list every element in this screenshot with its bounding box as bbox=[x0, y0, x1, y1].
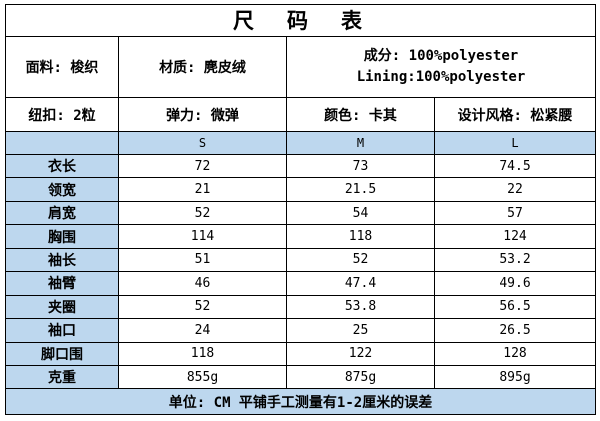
measurement-value: 49.6 bbox=[434, 271, 596, 296]
material-cell: 材质: 麂皮绒 bbox=[118, 35, 287, 98]
measurement-value: 22 bbox=[434, 177, 596, 202]
size-column-header-empty bbox=[5, 131, 119, 155]
info-row-1: 面料: 梭织 材质: 麂皮绒 成分: 100%polyester Lining:… bbox=[5, 35, 596, 98]
color-cell: 颜色: 卡其 bbox=[286, 96, 435, 133]
measurement-value: 54 bbox=[286, 200, 435, 226]
measurement-value: 24 bbox=[118, 318, 287, 343]
measurement-value: 73 bbox=[286, 153, 435, 179]
buttons-cell: 纽扣: 2粒 bbox=[5, 96, 119, 133]
measurement-value: 114 bbox=[118, 224, 287, 249]
unit-note: 单位: CM 平铺手工测量有1-2厘米的误差 bbox=[5, 388, 596, 415]
footer-row: 单位: CM 平铺手工测量有1-2厘米的误差 bbox=[5, 388, 596, 415]
composition-cell: 成分: 100%polyester Lining:100%polyester bbox=[286, 35, 596, 98]
info-row-2: 纽扣: 2粒 弹力: 微弹 颜色: 卡其 设计风格: 松紧腰 bbox=[5, 96, 596, 133]
measurement-value: 118 bbox=[118, 341, 287, 367]
measurement-value: 74.5 bbox=[434, 153, 596, 179]
measurement-value: 52 bbox=[118, 200, 287, 226]
measurement-value: 53.2 bbox=[434, 247, 596, 273]
measurement-value: 46 bbox=[118, 271, 287, 296]
measurement-value: 855g bbox=[118, 364, 287, 390]
measurement-row: 克重 855g 875g 895g bbox=[5, 364, 596, 390]
measurement-label: 衣长 bbox=[5, 153, 119, 179]
measurement-row: 袖口 24 25 26.5 bbox=[5, 318, 596, 343]
measurement-label: 胸围 bbox=[5, 224, 119, 249]
elasticity-cell: 弹力: 微弹 bbox=[118, 96, 287, 133]
measurement-row: 领宽 21 21.5 22 bbox=[5, 177, 596, 202]
measurement-label: 克重 bbox=[5, 364, 119, 390]
measurement-value: 47.4 bbox=[286, 271, 435, 296]
design-style-cell: 设计风格: 松紧腰 bbox=[434, 96, 596, 133]
measurement-value: 25 bbox=[286, 318, 435, 343]
measurement-value: 21.5 bbox=[286, 177, 435, 202]
measurement-value: 128 bbox=[434, 341, 596, 367]
measurement-value: 52 bbox=[286, 247, 435, 273]
measurement-value: 56.5 bbox=[434, 294, 596, 320]
measurement-label: 领宽 bbox=[5, 177, 119, 202]
measurement-row: 脚口围 118 122 128 bbox=[5, 341, 596, 367]
measurement-row: 胸围 114 118 124 bbox=[5, 224, 596, 249]
measurement-value: 21 bbox=[118, 177, 287, 202]
measurement-value: 72 bbox=[118, 153, 287, 179]
measurement-value: 57 bbox=[434, 200, 596, 226]
size-column-header-S: S bbox=[118, 131, 287, 155]
composition-line-2: Lining:100%polyester bbox=[356, 68, 526, 85]
measurement-row: 夹圈 52 53.8 56.5 bbox=[5, 294, 596, 320]
fabric-cell: 面料: 梭织 bbox=[5, 35, 119, 98]
measurement-row: 袖长 51 52 53.2 bbox=[5, 247, 596, 273]
measurement-value: 895g bbox=[434, 364, 596, 390]
measurement-row: 肩宽 52 54 57 bbox=[5, 200, 596, 226]
measurement-label: 肩宽 bbox=[5, 200, 119, 226]
measurement-value: 875g bbox=[286, 364, 435, 390]
measurement-value: 124 bbox=[434, 224, 596, 249]
measurement-label: 袖臂 bbox=[5, 271, 119, 296]
measurement-label: 袖长 bbox=[5, 247, 119, 273]
measurement-value: 26.5 bbox=[434, 318, 596, 343]
title-row: 尺 码 表 bbox=[5, 4, 596, 37]
measurement-row: 袖臂 46 47.4 49.6 bbox=[5, 271, 596, 296]
measurement-row: 衣长 72 73 74.5 bbox=[5, 153, 596, 179]
measurement-value: 118 bbox=[286, 224, 435, 249]
measurement-label: 脚口围 bbox=[5, 341, 119, 367]
composition-line-1: 成分: 100%polyester bbox=[363, 47, 519, 64]
size-column-header-M: M bbox=[286, 131, 435, 155]
measurement-label: 袖口 bbox=[5, 318, 119, 343]
measurement-value: 52 bbox=[118, 294, 287, 320]
measurement-label: 夹圈 bbox=[5, 294, 119, 320]
size-column-header-L: L bbox=[434, 131, 596, 155]
size-chart-table: 尺 码 表 面料: 梭织 材质: 麂皮绒 成分: 100%polyester L… bbox=[5, 4, 596, 415]
measurement-value: 122 bbox=[286, 341, 435, 367]
page-title: 尺 码 表 bbox=[5, 4, 596, 37]
measurement-value: 53.8 bbox=[286, 294, 435, 320]
measurement-value: 51 bbox=[118, 247, 287, 273]
